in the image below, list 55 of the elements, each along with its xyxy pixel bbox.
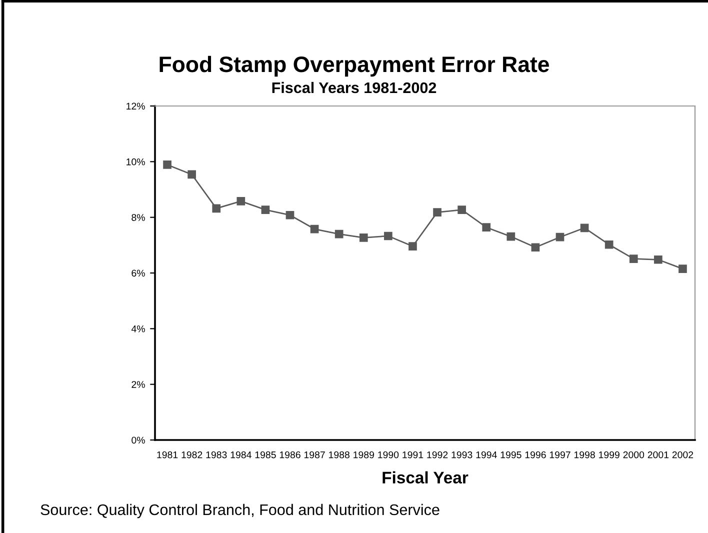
- x-tick-label: 1994: [476, 451, 497, 458]
- x-tick-label: 1992: [427, 451, 448, 458]
- x-tick-label: 1990: [378, 451, 399, 458]
- point: [506, 232, 516, 241]
- y-tick-label: 0%: [132, 436, 145, 444]
- x-tick-label: 1986: [280, 451, 300, 458]
- x-tick-label: 2001: [648, 451, 669, 458]
- x-tick-label: 2000: [623, 451, 644, 458]
- x-tick-label: 1988: [329, 451, 350, 458]
- point: [408, 242, 417, 250]
- x-tick-label: 1998: [574, 451, 595, 458]
- x-tick-label: 1987: [304, 451, 325, 458]
- x-tick-label: 1997: [550, 451, 570, 458]
- y-tick-label: 8%: [132, 214, 145, 221]
- y-tick-label: 4%: [131, 325, 145, 332]
- point: [212, 204, 221, 213]
- point: [458, 206, 466, 214]
- x-tick-label: 1984: [230, 451, 252, 458]
- point: [384, 232, 392, 240]
- x-tick-label: 1993: [452, 451, 472, 458]
- x-tick-label: 1996: [525, 451, 546, 458]
- y-tick-label: 10%: [126, 158, 145, 166]
- point: [629, 254, 638, 263]
- y-tick-label: 6%: [132, 270, 145, 277]
- source-note: Source: Quality Control Branch, Food and Nutrition Service: [40, 504, 440, 518]
- point: [580, 224, 589, 232]
- point: [261, 206, 270, 214]
- point: [433, 208, 442, 216]
- point: [482, 223, 491, 232]
- point: [359, 233, 368, 242]
- point: [286, 210, 294, 220]
- x-tick-label: 2002: [672, 451, 694, 458]
- x-tick-label: 1981: [157, 451, 178, 458]
- point: [678, 264, 687, 273]
- x-tick-label: 1991: [402, 451, 424, 458]
- point: [556, 232, 564, 242]
- point: [310, 224, 319, 234]
- point: [604, 240, 614, 249]
- point: [188, 170, 196, 179]
- x-tick-label: 1983: [206, 451, 227, 458]
- point: [654, 255, 662, 264]
- point: [334, 230, 344, 238]
- point: [531, 243, 540, 252]
- x-tick-label: 1982: [182, 451, 202, 458]
- point: [163, 160, 172, 169]
- y-tick-label: 2%: [132, 381, 145, 388]
- chart-subtitle: Fiscal Years 1981-2002: [272, 82, 436, 94]
- chart-title: Food Stamp Overpayment Error Rate: [160, 56, 549, 77]
- x-axis-title: Fiscal Year: [382, 471, 468, 484]
- x-tick-label: 1985: [255, 451, 276, 458]
- x-tick-label: 1995: [500, 451, 522, 458]
- y-tick-label: 12%: [126, 102, 145, 110]
- x-tick-label: 1989: [354, 451, 374, 458]
- point: [236, 197, 246, 206]
- x-tick-label: 1999: [599, 451, 620, 458]
